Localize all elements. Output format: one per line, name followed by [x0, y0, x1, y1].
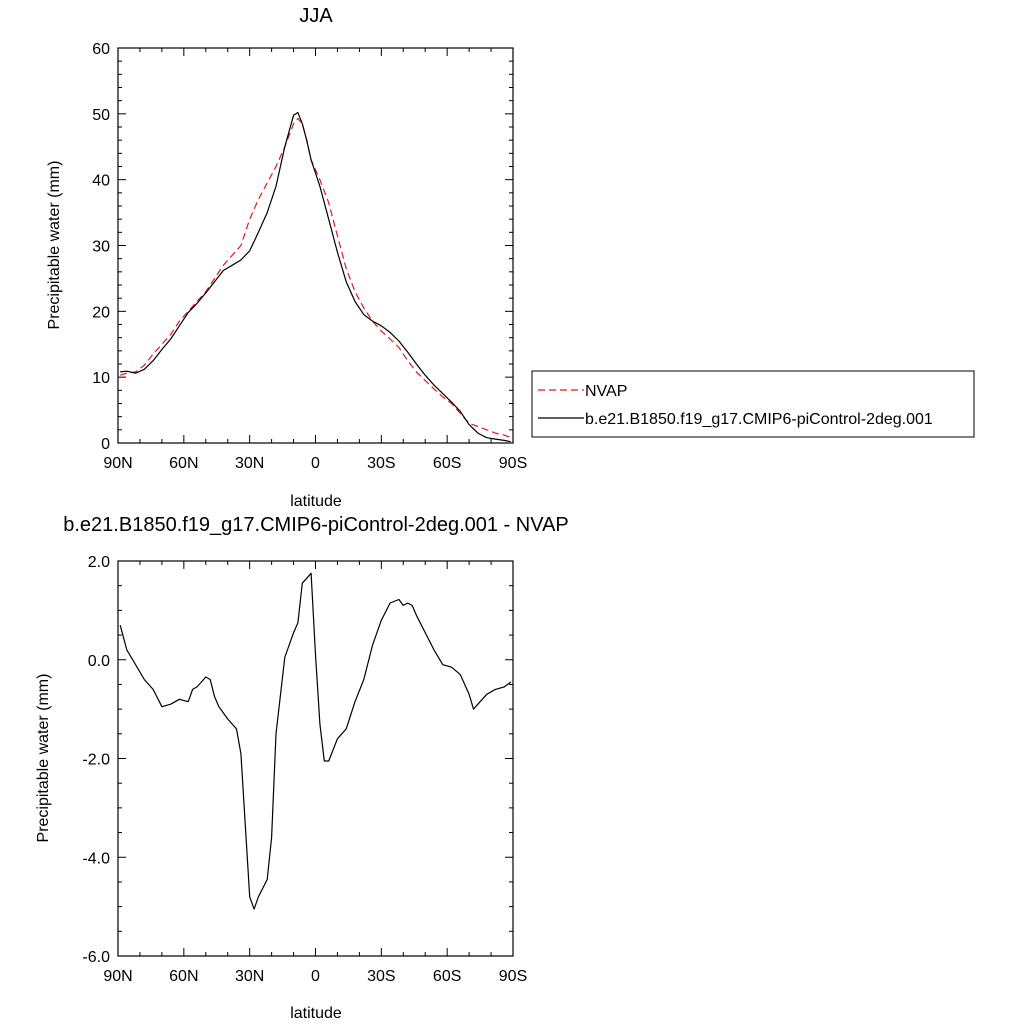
- chart-title: JJA: [299, 5, 333, 27]
- series-line-model: [119, 572, 512, 910]
- legend-box: [531, 370, 975, 438]
- x-tick-label: 90N: [103, 455, 132, 472]
- y-tick-label: -6.0: [82, 949, 110, 966]
- legend-label-nvap: NVAP: [585, 383, 627, 400]
- x-tick-label: 60S: [433, 455, 461, 472]
- x-tick-label: 60N: [169, 455, 198, 472]
- legend-label-model: b.e21.B1850.f19_g17.CMIP6-piControl-2deg…: [585, 411, 933, 428]
- y-tick-label: 10: [92, 370, 110, 387]
- x-tick-label: 30S: [367, 968, 395, 985]
- y-axis-label: Precipitable water (mm): [46, 161, 63, 330]
- tick-labels: 90N 60N 30N 0 30S 60S 90S 0 10 20 30 40 50 60: [92, 41, 527, 472]
- legend: NVAP b.e21.B1850.f19_g17.CMIP6-piControl…: [531, 370, 975, 438]
- y-tick-label: 50: [92, 107, 110, 124]
- x-tick-label: 60N: [169, 968, 198, 985]
- x-tick-label: 30N: [235, 968, 264, 985]
- y-tick-label: 0: [101, 436, 110, 453]
- y-tick-label: 20: [92, 304, 110, 321]
- y-tick-label: -4.0: [82, 850, 110, 867]
- axis-ticks: [117, 560, 514, 957]
- x-tick-label: 60S: [433, 968, 461, 985]
- x-tick-label: 30S: [367, 455, 395, 472]
- axis-ticks: [117, 47, 514, 444]
- series-layer: [119, 572, 512, 910]
- y-axis-label: Precipitable water (mm): [35, 674, 52, 843]
- y-tick-label: 40: [92, 173, 110, 190]
- series-layer: [120, 111, 512, 443]
- y-tick-label: 2.0: [88, 554, 110, 571]
- chart-jja: JJA latitude Precipitable water (mm) 90N…: [46, 5, 527, 510]
- y-tick-label: 60: [92, 41, 110, 58]
- series-line-model: [120, 111, 511, 443]
- chart-title: b.e21.B1850.f19_g17.CMIP6-piControl-2deg…: [63, 514, 569, 536]
- chart-difference: b.e21.B1850.f19_g17.CMIP6-piControl-2deg…: [35, 514, 569, 1022]
- y-tick-label: -2.0: [82, 752, 110, 769]
- x-axis-label: latitude: [290, 1005, 342, 1022]
- series-line-nvap: [120, 117, 512, 439]
- x-tick-label: 90S: [499, 968, 527, 985]
- y-tick-label: 30: [92, 239, 110, 256]
- x-tick-label: 30N: [235, 455, 264, 472]
- x-tick-label: 90S: [499, 455, 527, 472]
- plot-frame: [117, 560, 514, 957]
- x-tick-label: 0: [311, 455, 320, 472]
- y-tick-label: 0.0: [88, 653, 110, 670]
- x-tick-label: 0: [311, 968, 320, 985]
- x-tick-label: 90N: [103, 968, 132, 985]
- plot-frame: [117, 47, 514, 444]
- tick-labels: 90N 60N 30N 0 30S 60S 90S -6.0 -4.0 -2.0 0.0 2.0: [82, 554, 527, 985]
- x-axis-label: latitude: [290, 493, 342, 510]
